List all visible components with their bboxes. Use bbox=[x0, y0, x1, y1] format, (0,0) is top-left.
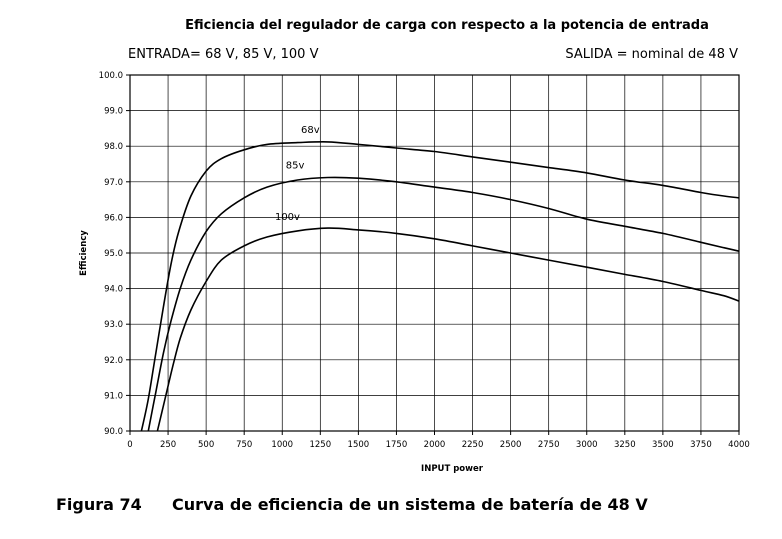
y-tick-label: 100.0 bbox=[99, 71, 123, 81]
x-tick-label: 1000 bbox=[271, 440, 293, 450]
y-tick-label: 94.0 bbox=[104, 285, 123, 295]
series-labels: 68v 85v 100v bbox=[275, 125, 320, 223]
y-tick-label: 91.0 bbox=[104, 391, 123, 401]
y-tick-label: 98.0 bbox=[104, 142, 123, 152]
x-tick-label: 2250 bbox=[462, 440, 484, 450]
y-tick-label: 92.0 bbox=[104, 356, 123, 366]
x-tick-label: 4000 bbox=[728, 440, 750, 450]
y-axis-label: Efficiency bbox=[79, 230, 89, 276]
series-curves bbox=[140, 141, 740, 432]
y-tick-label: 90.0 bbox=[104, 427, 123, 437]
x-tick-label: 1500 bbox=[348, 440, 370, 450]
x-tick-label: 3000 bbox=[576, 440, 598, 450]
x-tick-label: 2000 bbox=[424, 440, 446, 450]
x-tick-label: 750 bbox=[236, 440, 252, 450]
y-tick-label: 97.0 bbox=[104, 178, 123, 188]
x-tick-label: 1750 bbox=[386, 440, 408, 450]
series-label-100v: 100v bbox=[275, 212, 300, 223]
x-tick-label: 0 bbox=[127, 440, 132, 450]
y-tick-label: 95.0 bbox=[104, 249, 123, 259]
x-axis-ticks: 0 250 500 750 1000 1250 1500 1750 2000 2250 2500 27… bbox=[127, 431, 750, 450]
x-tick-label: 500 bbox=[198, 440, 214, 450]
series-line-68v bbox=[140, 141, 740, 432]
series-label-85v: 85v bbox=[286, 160, 305, 171]
x-tick-label: 2750 bbox=[538, 440, 560, 450]
series-line-100v bbox=[156, 227, 740, 432]
grid-lines bbox=[130, 75, 739, 431]
series-line-85v bbox=[147, 176, 740, 432]
x-tick-label: 1250 bbox=[309, 440, 331, 450]
x-tick-label: 3250 bbox=[614, 440, 636, 450]
y-tick-label: 96.0 bbox=[104, 213, 123, 223]
x-tick-label: 3750 bbox=[690, 440, 712, 450]
x-axis-label: INPUT power bbox=[421, 464, 484, 474]
figure-caption: Curva de eficiencia de un sistema de bat… bbox=[172, 495, 648, 514]
y-tick-label: 99.0 bbox=[104, 107, 123, 117]
output-voltage-label: SALIDA = nominal de 48 V bbox=[565, 47, 738, 62]
series-label-68v: 68v bbox=[301, 125, 320, 136]
y-axis-ticks: 90.0 91.0 92.0 93.0 94.0 95.0 96.0 97.0 98.0 99.0… bbox=[99, 71, 130, 437]
figure-number: Figura 74 bbox=[56, 495, 142, 514]
x-tick-label: 2500 bbox=[500, 440, 522, 450]
chart-title: Eficiencia del regulador de carga con re… bbox=[185, 18, 709, 33]
y-tick-label: 93.0 bbox=[104, 320, 123, 330]
x-tick-label: 250 bbox=[160, 440, 176, 450]
input-voltages-label: ENTRADA= 68 V, 85 V, 100 V bbox=[128, 47, 319, 62]
x-tick-label: 3500 bbox=[652, 440, 674, 450]
